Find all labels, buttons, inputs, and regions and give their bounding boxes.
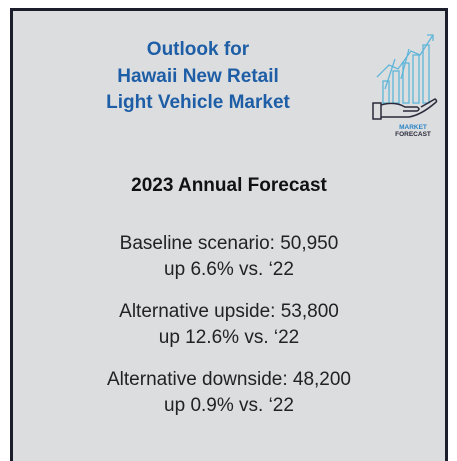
market-forecast-icon: MARKET FORECAST — [372, 34, 438, 138]
title-line: Light Vehicle Market — [106, 92, 290, 113]
scenario-label: Alternative upside: 53,800 — [119, 301, 339, 322]
icon-label: MARKET — [399, 124, 427, 131]
icon-label: FORECAST — [395, 131, 431, 138]
title-line: Outlook for — [146, 39, 250, 60]
scenario: Baseline scenario: 50,950 up 6.6% vs. ‘2… — [13, 231, 445, 283]
scenario-change: up 6.6% vs. ‘22 — [164, 259, 294, 280]
scenario-change: up 12.6% vs. ‘22 — [158, 327, 300, 348]
scenario-label: Alternative downside: 48,200 — [107, 369, 351, 390]
title: Outlook for Hawaii New Retail Light Vehi… — [53, 37, 343, 117]
forecast-heading: 2023 Annual Forecast — [131, 175, 327, 196]
title-line: Hawaii New Retail — [117, 65, 279, 87]
scenario: Alternative downside: 48,200 up 0.9% vs.… — [13, 367, 445, 419]
scenario-change: up 0.9% vs. ‘22 — [164, 395, 294, 416]
panel: Outlook for Hawaii New Retail Light Vehi… — [10, 8, 448, 461]
scenario-label: Baseline scenario: 50,950 — [119, 233, 339, 254]
scenario: Alternative upside: 53,800 up 12.6% vs. … — [13, 299, 445, 351]
